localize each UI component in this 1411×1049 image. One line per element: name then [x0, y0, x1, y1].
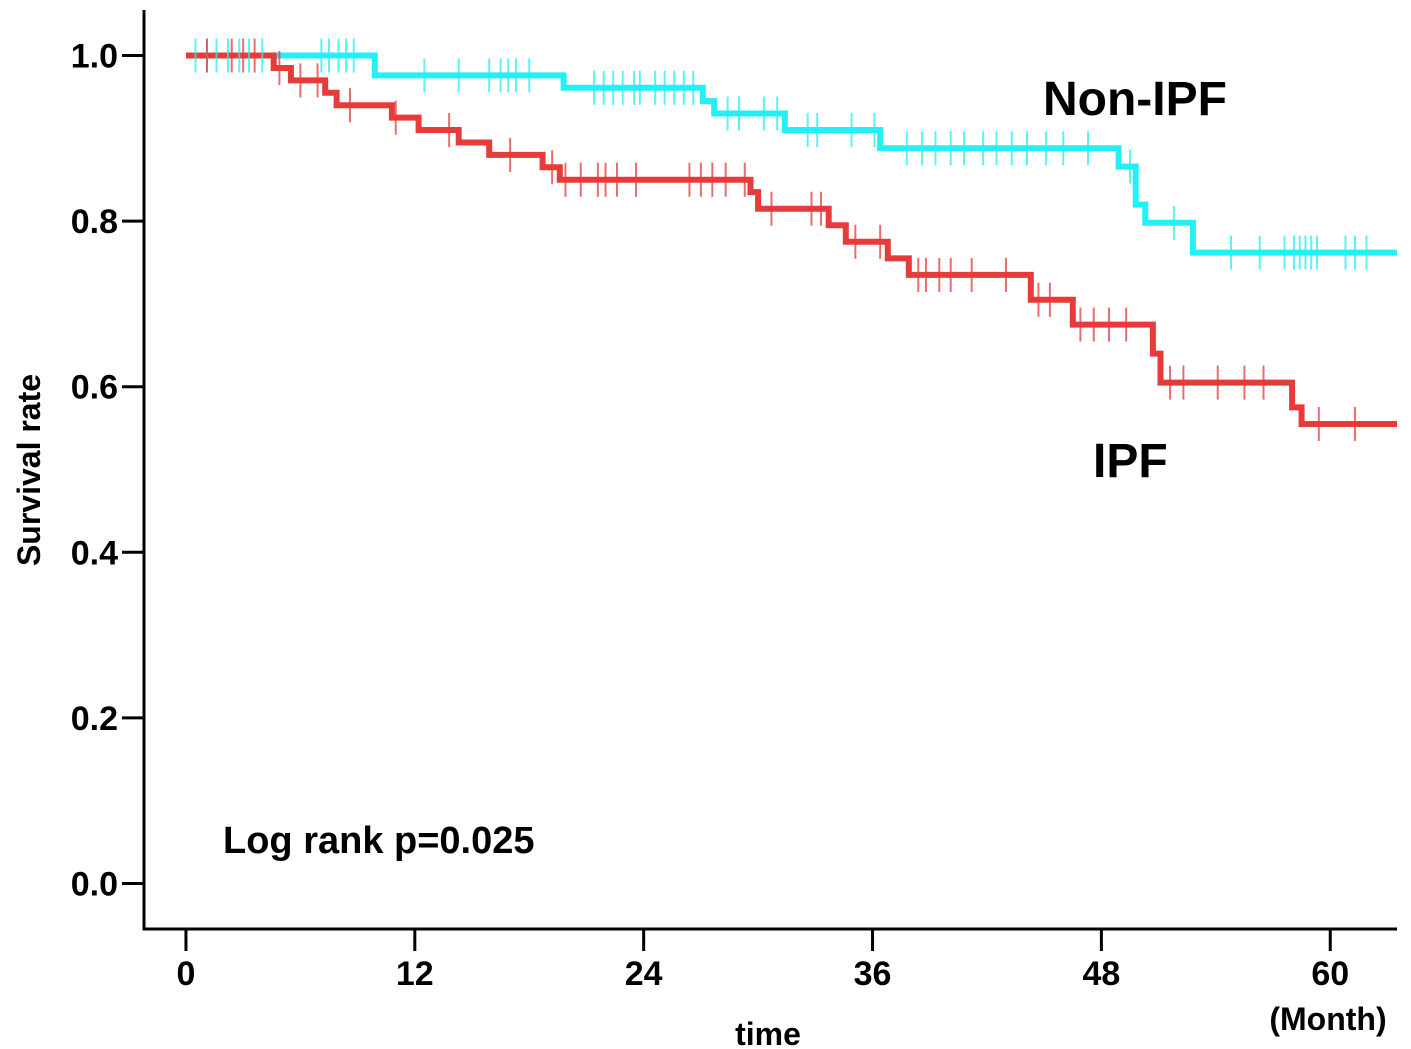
x-tick-label: 60: [1311, 955, 1349, 993]
y-tick-label: 0.0: [71, 865, 118, 903]
y-tick-label: 1.0: [71, 38, 118, 76]
ipf-series-label: IPF: [1093, 435, 1168, 488]
x-tick-label: 12: [396, 955, 434, 993]
non-ipf-series-label: Non-IPF: [1043, 73, 1227, 126]
x-tick-label: 36: [854, 955, 892, 993]
y-tick-label: 0.6: [71, 369, 118, 407]
x-tick-label: 24: [625, 955, 663, 993]
chart-curves: [186, 52, 1397, 427]
y-tick-label: 0.8: [71, 203, 118, 241]
y-tick-label: 0.4: [71, 534, 118, 572]
ipf-survival-curve: [186, 52, 1397, 427]
chart-censor-marks: [194, 38, 1368, 441]
y-axis-title: Survival rate: [11, 374, 47, 566]
x-tick-label: 0: [176, 955, 195, 993]
chart-ticks: 0.0 0.2 0.4 0.6 0.8 1.0 0 12 24 36 48 60: [71, 38, 1349, 993]
y-tick-label: 0.2: [71, 700, 118, 738]
x-tick-label: 48: [1082, 955, 1120, 993]
non-ipf-survival-curve: [186, 52, 1397, 256]
chart-axes: [142, 10, 1397, 931]
x-axis-title: time: [735, 1016, 801, 1049]
pvalue-annotation: Log rank p=0.025: [223, 820, 535, 862]
x-axis-unit: (Month): [1269, 1001, 1386, 1037]
